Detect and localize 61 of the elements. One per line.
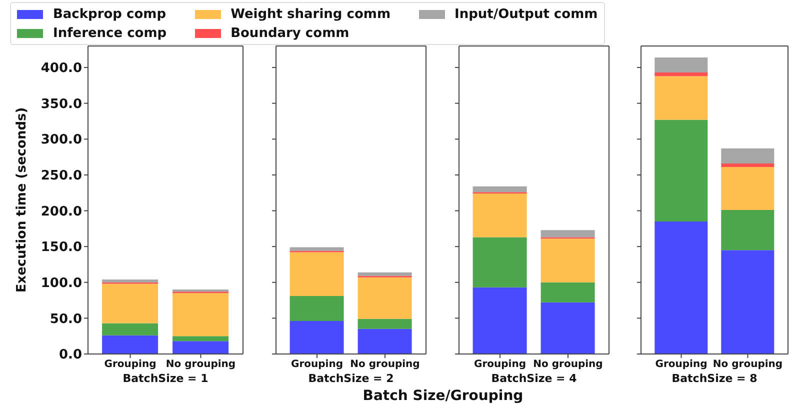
y-axis-title: Execution time (seconds) (14, 107, 30, 293)
y-tick-label: 150.0 (40, 240, 82, 256)
bar (358, 318, 412, 329)
legend-label: Inference comp (53, 26, 167, 40)
x-tick-label: Grouping (474, 359, 526, 370)
x-tick-label: No grouping (350, 359, 420, 370)
bar (472, 287, 527, 354)
y-tick-label: 50.0 (50, 312, 82, 327)
bar (358, 277, 412, 319)
y-tick-label: 400.0 (40, 61, 82, 76)
bar (540, 230, 595, 238)
bar (472, 237, 527, 288)
x-axis-title: BatchSize = 4 (491, 372, 578, 385)
bar (102, 335, 158, 354)
x-tick-label: No grouping (166, 359, 236, 370)
y-tick-label: 300.0 (40, 132, 82, 148)
bar (290, 247, 344, 251)
bar (290, 321, 344, 354)
y-tick-label: 100.0 (40, 276, 82, 291)
bar (472, 186, 527, 192)
legend-label: Input/Output comm (454, 6, 598, 22)
text: Batch Size/Grouping (362, 388, 524, 404)
bar (654, 221, 708, 354)
bar (540, 238, 595, 282)
x-axis-title: BatchSize = 2 (308, 372, 394, 385)
bar (654, 76, 708, 120)
y-tick-label: 250.0 (40, 168, 82, 184)
bar (721, 167, 774, 210)
bar (102, 280, 158, 282)
bar (472, 194, 527, 238)
legend-label: Boundary comm (230, 26, 350, 40)
bar (540, 282, 595, 302)
legend-label: Backprop comp (53, 6, 166, 22)
bar (654, 57, 708, 72)
bar (721, 163, 774, 168)
bar (172, 293, 229, 336)
bar (102, 284, 158, 324)
x-axis-title: BatchSize = 8 (672, 372, 758, 385)
bar (721, 210, 774, 250)
bar (290, 296, 344, 322)
bar (102, 323, 158, 336)
legend-label: Weight sharing comm (230, 6, 390, 22)
y-tick-label: 350.0 (40, 96, 82, 112)
bar (358, 272, 412, 276)
bar (654, 72, 708, 76)
bar (654, 120, 708, 222)
bar (172, 341, 229, 354)
bar (721, 250, 774, 354)
x-tick-label: Grouping (655, 359, 708, 370)
bar (721, 148, 774, 164)
y-tick-label: 0.0 (58, 348, 82, 363)
bar (540, 302, 595, 354)
x-tick-label: Grouping (104, 359, 156, 370)
bar (172, 336, 229, 342)
y-tick-label: 200.0 (40, 204, 82, 220)
x-tick-label: No grouping (533, 359, 603, 370)
bar (290, 252, 344, 296)
x-tick-label: No grouping (712, 359, 783, 370)
bar (358, 328, 412, 354)
x-tick-label: Grouping (291, 359, 343, 370)
x-axis-title: BatchSize = 1 (122, 372, 208, 385)
